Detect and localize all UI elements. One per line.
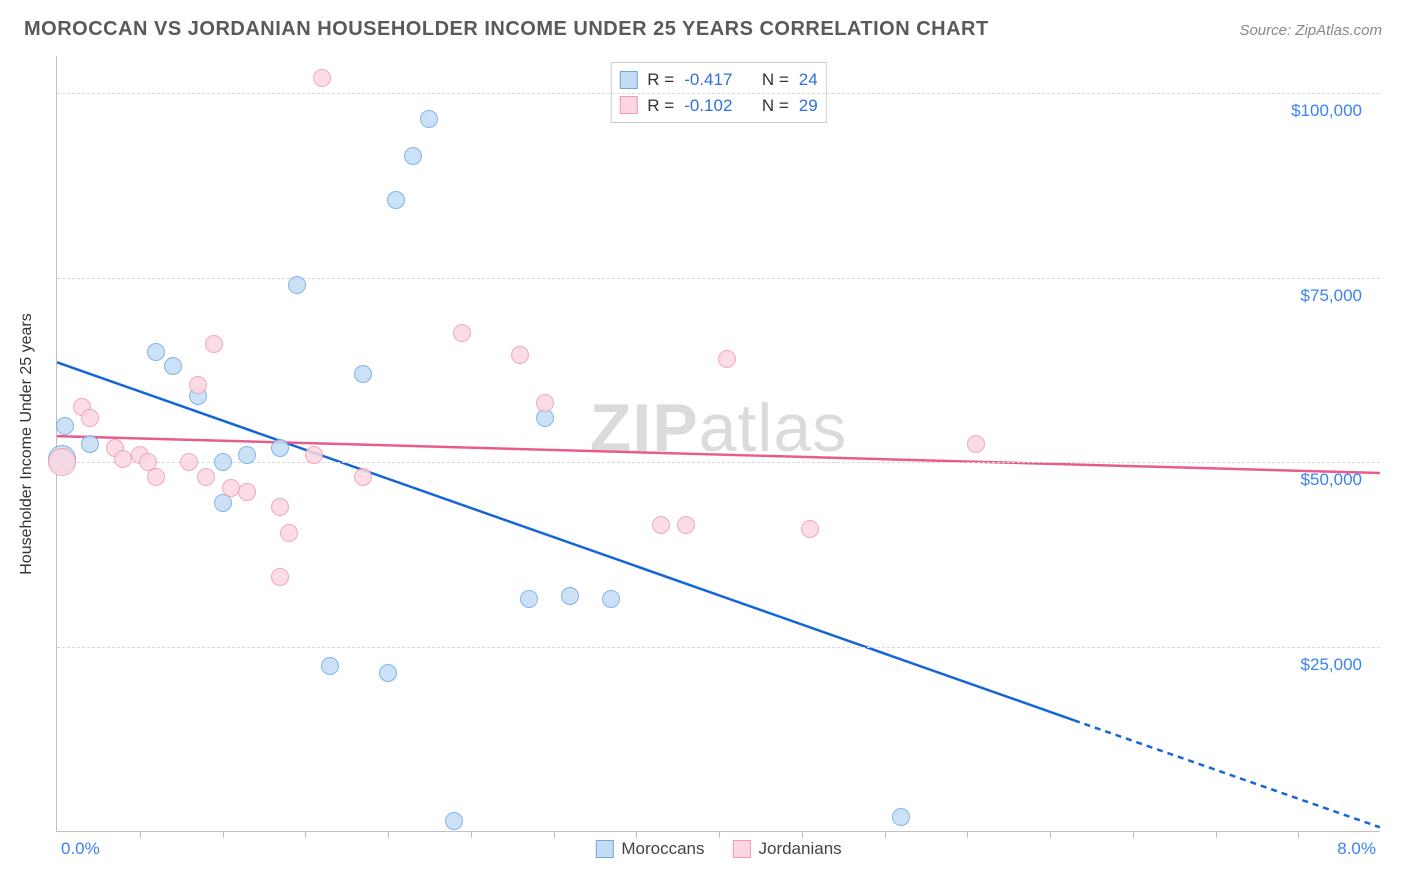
data-point <box>164 357 182 375</box>
stat-n-label: N = <box>762 67 789 93</box>
x-tick <box>1133 831 1134 838</box>
data-point <box>354 468 372 486</box>
x-tick <box>1216 831 1217 838</box>
x-axis-max-label: 8.0% <box>1337 839 1376 859</box>
y-tick-label: $100,000 <box>1291 101 1362 121</box>
stat-r-value: -0.102 <box>684 93 732 119</box>
watermark-light: atlas <box>699 390 848 466</box>
data-point <box>677 516 695 534</box>
y-tick-label: $25,000 <box>1301 655 1362 675</box>
data-point <box>48 448 76 476</box>
data-point <box>238 483 256 501</box>
x-tick <box>719 831 720 838</box>
data-point <box>511 346 529 364</box>
x-tick <box>388 831 389 838</box>
x-tick <box>885 831 886 838</box>
data-point <box>280 524 298 542</box>
data-point <box>652 516 670 534</box>
data-point <box>147 468 165 486</box>
watermark: ZIPatlas <box>590 389 847 467</box>
data-point <box>520 590 538 608</box>
stat-n-label: N = <box>762 93 789 119</box>
data-point <box>271 498 289 516</box>
data-point <box>305 446 323 464</box>
data-point <box>561 587 579 605</box>
series-swatch <box>619 96 637 114</box>
series-swatch <box>619 71 637 89</box>
legend-label: Moroccans <box>621 839 704 859</box>
legend-swatch <box>595 840 613 858</box>
data-point <box>387 191 405 209</box>
data-point <box>967 435 985 453</box>
data-point <box>271 568 289 586</box>
data-point <box>81 435 99 453</box>
x-tick <box>1050 831 1051 838</box>
grid-line <box>57 278 1380 279</box>
chart-plot-area: Householder Income Under 25 years ZIPatl… <box>56 56 1380 832</box>
y-axis-title: Householder Income Under 25 years <box>18 313 36 574</box>
stat-r-value: -0.417 <box>684 67 732 93</box>
data-point <box>81 409 99 427</box>
data-point <box>147 343 165 361</box>
data-point <box>214 453 232 471</box>
data-point <box>238 446 256 464</box>
data-point <box>205 335 223 353</box>
x-tick <box>140 831 141 838</box>
x-tick <box>636 831 637 838</box>
data-point <box>445 812 463 830</box>
trend-lines <box>57 56 1380 831</box>
data-point <box>379 664 397 682</box>
data-point <box>453 324 471 342</box>
data-point <box>114 450 132 468</box>
stat-row: R = -0.102 N = 29 <box>619 93 817 119</box>
data-point <box>602 590 620 608</box>
data-point <box>892 808 910 826</box>
legend-label: Jordanians <box>758 839 841 859</box>
x-tick <box>223 831 224 838</box>
legend: Moroccans Jordanians <box>595 839 841 859</box>
x-tick <box>305 831 306 838</box>
data-point <box>801 520 819 538</box>
stat-r-label: R = <box>647 93 674 119</box>
legend-item: Moroccans <box>595 839 704 859</box>
data-point <box>197 468 215 486</box>
data-point <box>313 69 331 87</box>
data-point <box>536 394 554 412</box>
x-tick <box>471 831 472 838</box>
data-point <box>404 147 422 165</box>
stat-n-value: 24 <box>799 67 818 93</box>
grid-line <box>57 462 1380 463</box>
data-point <box>354 365 372 383</box>
y-tick-label: $75,000 <box>1301 286 1362 306</box>
stat-r-label: R = <box>647 67 674 93</box>
x-tick <box>1298 831 1299 838</box>
stat-row: R = -0.417 N = 24 <box>619 67 817 93</box>
chart-source: Source: ZipAtlas.com <box>1239 22 1382 39</box>
data-point <box>222 479 240 497</box>
x-tick <box>802 831 803 838</box>
data-point <box>718 350 736 368</box>
data-point <box>420 110 438 128</box>
data-point <box>321 657 339 675</box>
x-tick <box>967 831 968 838</box>
x-tick <box>554 831 555 838</box>
grid-line <box>57 647 1380 648</box>
data-point <box>271 439 289 457</box>
chart-title: MOROCCAN VS JORDANIAN HOUSEHOLDER INCOME… <box>24 18 989 41</box>
x-axis-min-label: 0.0% <box>61 839 100 859</box>
watermark-bold: ZIP <box>590 390 699 466</box>
data-point <box>189 376 207 394</box>
data-point <box>180 453 198 471</box>
data-point <box>56 417 74 435</box>
data-point <box>288 276 306 294</box>
legend-item: Jordanians <box>732 839 841 859</box>
grid-line <box>57 93 1380 94</box>
stat-n-value: 29 <box>799 93 818 119</box>
legend-swatch <box>732 840 750 858</box>
y-tick-label: $50,000 <box>1301 470 1362 490</box>
